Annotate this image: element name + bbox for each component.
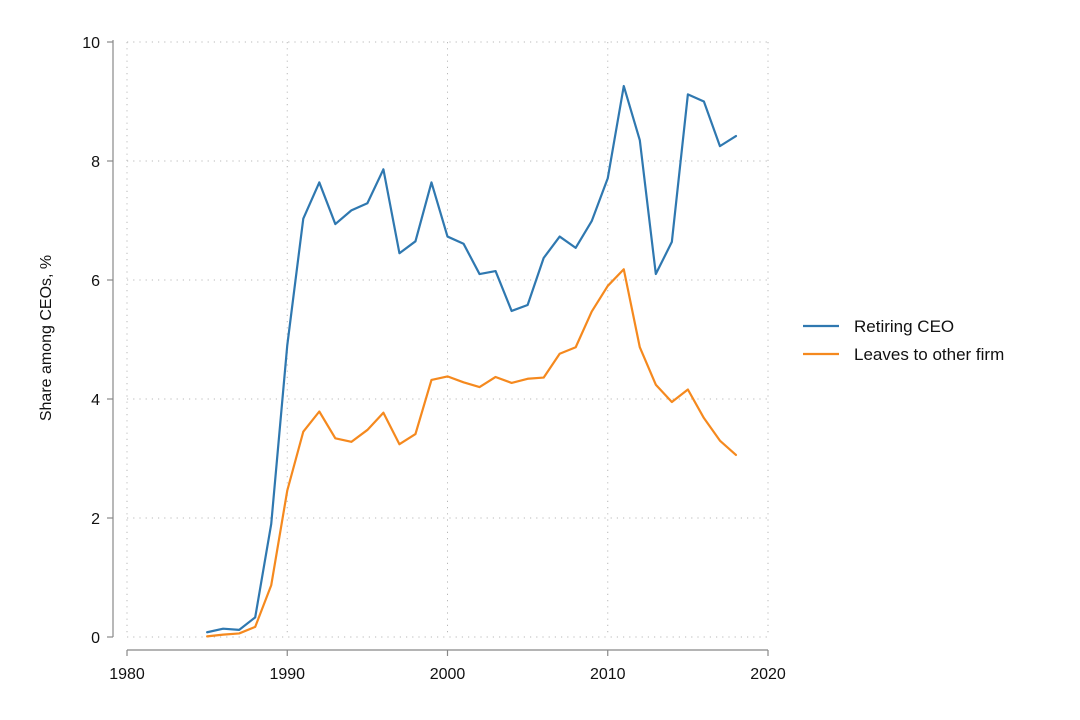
x-tick-label: 1980 [109,666,145,683]
y-tick-label: 8 [91,154,100,171]
legend: Retiring CEO Leaves to other firm [803,317,1004,364]
legend-label: Retiring CEO [854,317,954,336]
y-tick-label: 4 [91,392,100,409]
y-tick-label: 0 [91,630,100,647]
axes-layer [112,40,768,651]
y-tick-label: 10 [82,35,100,52]
x-tick-label: 2010 [590,666,626,683]
x-tick-label: 2020 [750,666,786,683]
grid-layer [126,41,769,638]
series-line-leaves-to-other-firm [206,268,738,638]
legend-label: Leaves to other firm [854,345,1004,364]
y-axis-title: Share among CEOs, % [38,255,55,421]
ticks-layer: 0 2 4 6 8 10 1980 1990 2000 2010 2020 [82,35,786,683]
x-tick-label: 1990 [269,666,305,683]
x-tick-label: 2000 [430,666,466,683]
y-tick-label: 2 [91,511,100,528]
series-line-retiring-ceo [206,84,738,634]
series-layer [206,84,738,638]
y-tick-label: 6 [91,273,100,290]
